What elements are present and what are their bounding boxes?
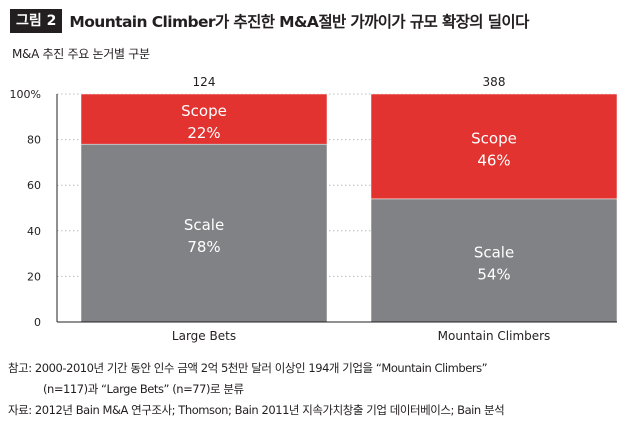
figure-badge: 그림 2 — [10, 9, 63, 33]
figure-header: 그림 2 Mountain Climber가 추진한 M&A절반 가까이가 규모… — [10, 6, 529, 36]
y-tick-label: 80 — [27, 134, 41, 147]
bar-value-label: 22% — [187, 124, 220, 142]
bar-total-label: 388 — [483, 75, 506, 89]
y-tick-label: 40 — [27, 225, 41, 238]
note-line-1: 참고: 2000-2010년 기간 동안 인수 금액 2억 5천만 달러 이상인… — [8, 358, 634, 379]
chart-subtitle: M&A 추진 주요 논거별 구분 — [12, 47, 150, 61]
bar-series-label: Scope — [471, 129, 517, 147]
bar-value-label: 54% — [477, 265, 510, 283]
footnotes: 참고: 2000-2010년 기간 동안 인수 금액 2억 5천만 달러 이상인… — [8, 358, 634, 421]
x-category-label: Large Bets — [172, 329, 236, 343]
bar-series-label: Scale — [184, 216, 224, 234]
bar-total-label: 124 — [193, 75, 216, 89]
bar-series-label: Scope — [181, 102, 227, 120]
source-label: 자료: — [8, 403, 32, 417]
note-text-2: (n=117)과 “Large Bets” (n=77)로 분류 — [43, 382, 244, 396]
x-category-label: Mountain Climbers — [438, 329, 551, 343]
note-text-1: 2000-2010년 기간 동안 인수 금액 2억 5천만 달러 이상인 194… — [34, 361, 488, 375]
source-line: 자료: 2012년 Bain M&A 연구조사; Thomson; Bain 2… — [8, 400, 634, 421]
y-tick-label: 100% — [10, 88, 41, 101]
bar-series-label: Scale — [474, 243, 514, 261]
y-tick-label: 60 — [27, 179, 41, 192]
stacked-bar-chart: 0 20 40 60 80 100% Scale 78% Scope 22% 124 Large Be… — [10, 75, 618, 343]
bar-scale-1 — [370, 198, 618, 323]
y-tick-label: 20 — [27, 270, 41, 283]
note-label: 참고: — [8, 361, 32, 375]
note-line-2: (n=117)과 “Large Bets” (n=77)로 분류 — [8, 379, 634, 400]
y-tick-label: 0 — [34, 316, 41, 329]
bar-scale-0 — [80, 143, 328, 323]
bar-value-label: 46% — [477, 151, 510, 169]
bar-value-label: 78% — [187, 238, 220, 256]
bar-scope-1 — [370, 93, 618, 200]
source-text: 2012년 Bain M&A 연구조사; Thomson; Bain 2011년… — [34, 403, 505, 417]
figure-title: Mountain Climber가 추진한 M&A절반 가까이가 규모 확장의 … — [69, 13, 529, 31]
bar-scope-0 — [80, 93, 328, 145]
